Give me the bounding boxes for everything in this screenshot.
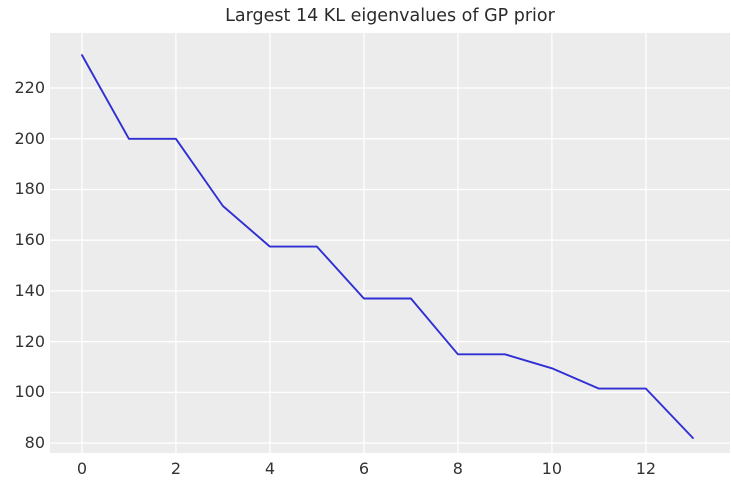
x-tick-label: 0 (76, 459, 88, 478)
y-tick-label: 100 (14, 382, 45, 402)
x-tick-label: 10 (541, 459, 563, 478)
x-tick-label: 4 (264, 459, 276, 478)
eigenvalue-line (81, 54, 694, 439)
y-tick-label: 160 (14, 230, 45, 250)
line-chart-svg (50, 33, 730, 453)
plot-area (50, 33, 730, 453)
y-tick-label: 180 (14, 179, 45, 199)
x-tick-label: 6 (358, 459, 369, 478)
x-tick-label: 8 (452, 459, 463, 478)
y-tick-label: 120 (14, 331, 45, 351)
y-tick-label: 140 (14, 280, 45, 300)
x-tick-label: 2 (170, 459, 182, 478)
y-tick-label: 200 (14, 128, 45, 148)
chart-title: Largest 14 KL eigenvalues of GP prior (225, 6, 555, 26)
y-tick-label: 220 (14, 78, 45, 98)
x-tick-label: 12 (635, 459, 657, 478)
y-tick-label: 80 (24, 433, 45, 453)
